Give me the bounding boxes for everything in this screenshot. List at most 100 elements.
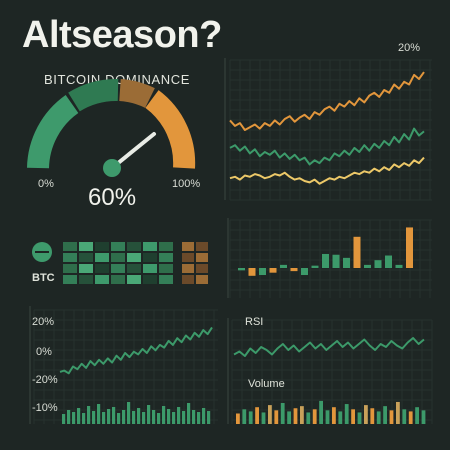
volume-bar — [167, 409, 171, 424]
btc-heatmap — [32, 242, 208, 284]
heatmap-cell — [182, 264, 194, 273]
volume-bar — [338, 411, 343, 424]
heatmap-cell — [95, 264, 109, 273]
volume-bar — [364, 405, 368, 424]
heatmap-cell — [127, 264, 141, 273]
volume-label: Volume — [248, 378, 285, 390]
volume-bar — [122, 410, 126, 424]
bar — [238, 268, 245, 271]
volume-bar — [117, 413, 121, 424]
heatmap-cell — [111, 242, 125, 251]
volume-bar — [376, 411, 381, 424]
volume-bar — [67, 410, 71, 424]
gauge-segment-brown — [118, 79, 155, 109]
heatmap-cell — [196, 275, 208, 284]
volume-bar — [92, 411, 96, 424]
volume-bar — [97, 404, 101, 424]
volume-bar — [280, 403, 285, 424]
heatmap-cell — [127, 242, 141, 251]
gauge-segment-green-dark — [68, 79, 119, 112]
volume-bar — [162, 406, 166, 424]
volume-bar — [82, 413, 86, 424]
volume-bar — [147, 405, 151, 424]
series-line — [229, 127, 425, 166]
bar — [353, 236, 361, 268]
bar — [364, 264, 371, 268]
volume-bar — [187, 403, 191, 424]
heatmap-cell — [159, 264, 173, 273]
volume-bar — [332, 407, 336, 424]
volume-bar — [248, 411, 253, 424]
y-tick-label: 0% — [36, 346, 52, 358]
heatmap-cell — [111, 275, 125, 284]
volume-bar — [177, 407, 181, 424]
volume-bar — [300, 406, 304, 424]
volume-bar — [408, 411, 413, 424]
y-tick-label: -20% — [32, 374, 58, 386]
heatmap-cell — [95, 253, 109, 262]
bar — [374, 260, 382, 268]
bar — [259, 268, 266, 276]
volume-bar — [132, 411, 136, 424]
volume-bar — [357, 412, 362, 424]
heatmap-cell — [79, 264, 93, 273]
gauge-hub — [103, 159, 121, 177]
rsi-line-chart — [233, 337, 425, 357]
heatmap-cell — [196, 253, 208, 262]
heatmap-cell — [95, 242, 109, 251]
volume-bar — [87, 406, 91, 424]
volume-bar — [396, 401, 400, 424]
volume-bar — [142, 412, 146, 424]
heatmap-cell — [111, 264, 125, 273]
volume-bar — [192, 410, 196, 424]
volume-bars-right — [236, 400, 426, 424]
volume-bar — [127, 402, 131, 424]
volume-bar — [344, 404, 349, 424]
heatmap-cell — [127, 253, 141, 262]
heatmap-cell — [63, 275, 77, 284]
volume-bar — [152, 410, 156, 424]
volume-bar — [255, 407, 259, 424]
heatmap-cell — [79, 275, 93, 284]
heatmap-label: BTC — [32, 272, 55, 284]
volume-bar — [261, 412, 266, 424]
gauge-needle — [110, 132, 156, 170]
volume-bar — [107, 409, 111, 424]
bar — [385, 255, 392, 268]
heatmap-cell — [143, 264, 157, 273]
heatmap-cell — [79, 253, 93, 262]
volume-bar — [312, 409, 317, 424]
y-tick-label: -10% — [32, 402, 58, 414]
bar — [280, 264, 287, 268]
heatmap-cell — [196, 264, 208, 273]
volume-bar — [77, 408, 81, 424]
volume-bar — [293, 408, 298, 424]
gauge-value: 60% — [88, 184, 137, 211]
volume-bars-left — [62, 402, 211, 424]
volume-bar — [415, 407, 419, 424]
heatmap-cell — [159, 242, 173, 251]
bar — [301, 268, 308, 276]
heatmap-cell — [95, 275, 109, 284]
volume-bar — [402, 409, 407, 424]
heatmap-cell — [182, 253, 194, 262]
heatmap-cell — [63, 242, 77, 251]
series-line — [59, 326, 213, 375]
bottom-left-line-chart — [59, 326, 213, 375]
gauge-segment-green — [27, 95, 79, 169]
series-line — [233, 337, 425, 357]
volume-bar — [319, 400, 323, 424]
volume-bar — [202, 408, 206, 424]
gauge-segment-orange — [145, 90, 196, 169]
heatmap-cell — [182, 242, 194, 251]
volume-bar — [370, 408, 375, 424]
bar — [290, 268, 298, 272]
top-line-chart — [229, 71, 425, 185]
page-title: Altseason? — [22, 14, 222, 56]
heatmap-cell — [143, 242, 157, 251]
volume-bar — [157, 413, 161, 424]
volume-bar — [197, 412, 201, 424]
volume-bar — [421, 410, 426, 424]
heatmap-cell — [79, 242, 93, 251]
